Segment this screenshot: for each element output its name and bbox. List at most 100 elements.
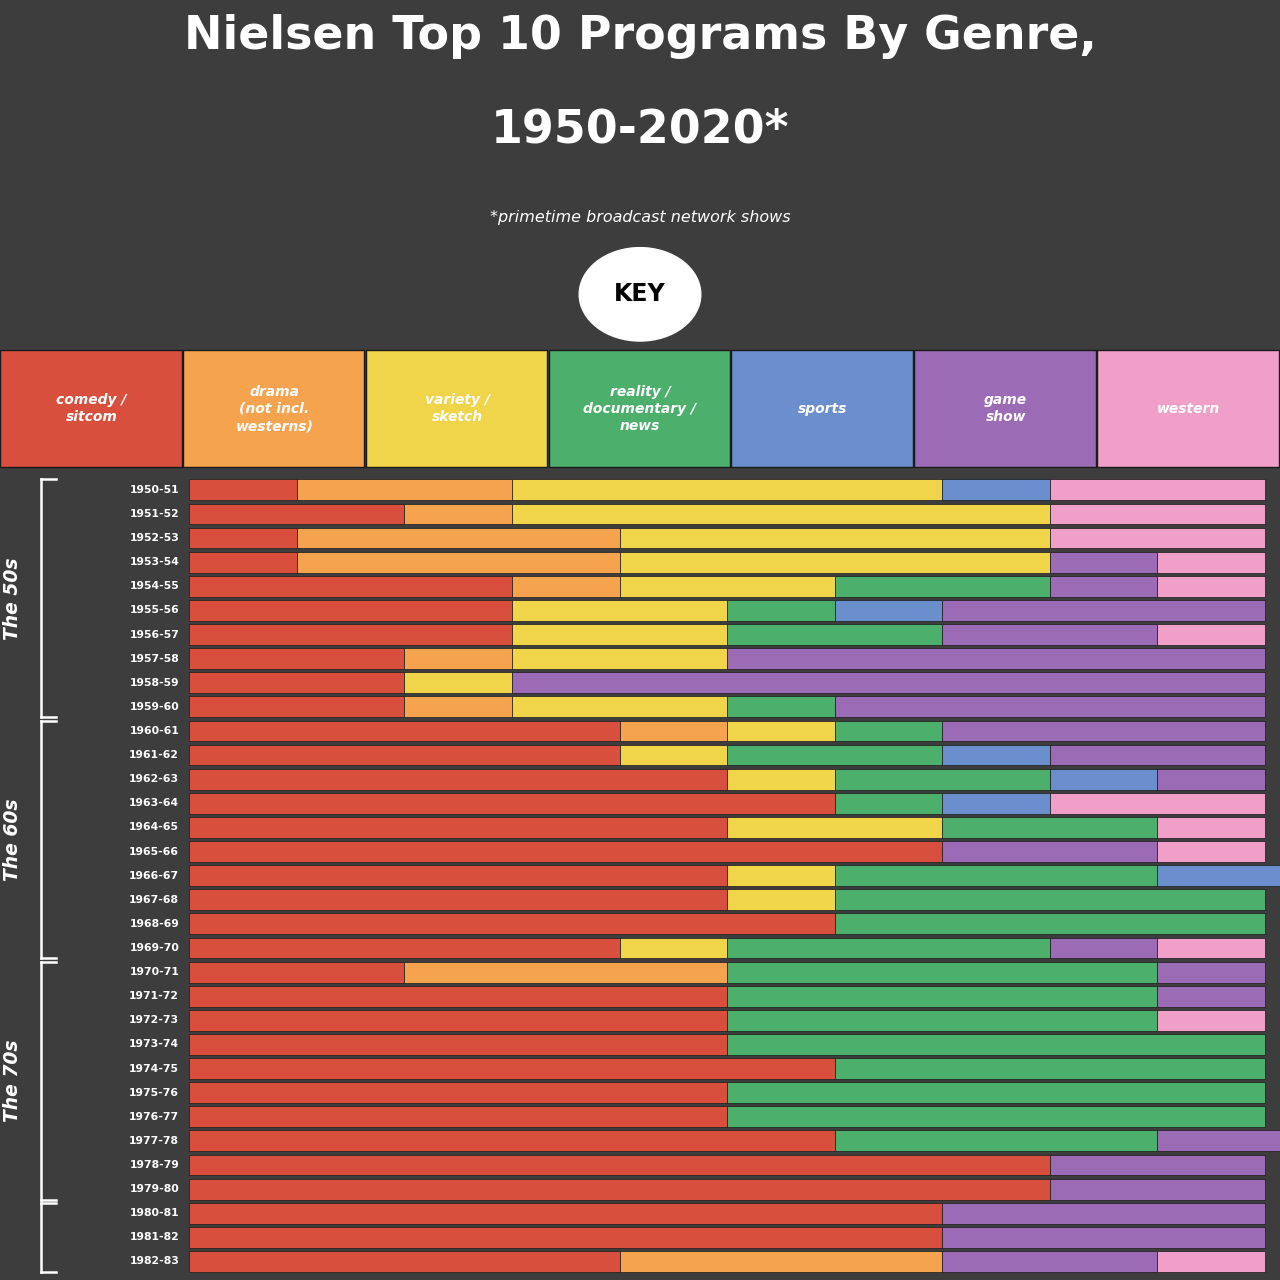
FancyBboxPatch shape xyxy=(1050,527,1265,548)
Text: 1959-60: 1959-60 xyxy=(129,701,179,712)
FancyBboxPatch shape xyxy=(512,672,1265,694)
Text: 1967-68: 1967-68 xyxy=(129,895,179,905)
FancyBboxPatch shape xyxy=(727,937,1050,959)
Ellipse shape xyxy=(580,247,701,340)
FancyBboxPatch shape xyxy=(189,576,512,596)
FancyBboxPatch shape xyxy=(189,1010,727,1030)
Text: comedy /
sitcom: comedy / sitcom xyxy=(56,393,127,425)
FancyBboxPatch shape xyxy=(731,351,913,467)
FancyBboxPatch shape xyxy=(727,986,1157,1006)
Text: 1957-58: 1957-58 xyxy=(129,654,179,663)
FancyBboxPatch shape xyxy=(1157,1010,1265,1030)
FancyBboxPatch shape xyxy=(727,1034,1265,1055)
FancyBboxPatch shape xyxy=(942,1203,1265,1224)
FancyBboxPatch shape xyxy=(727,769,835,790)
FancyBboxPatch shape xyxy=(297,480,512,500)
FancyBboxPatch shape xyxy=(189,625,512,645)
FancyBboxPatch shape xyxy=(727,865,835,886)
FancyBboxPatch shape xyxy=(189,961,404,983)
FancyBboxPatch shape xyxy=(512,503,1050,525)
FancyBboxPatch shape xyxy=(1157,937,1265,959)
FancyBboxPatch shape xyxy=(189,1203,942,1224)
FancyBboxPatch shape xyxy=(727,1106,1265,1128)
FancyBboxPatch shape xyxy=(942,1251,1157,1272)
Text: The 70s: The 70s xyxy=(4,1039,22,1121)
FancyBboxPatch shape xyxy=(404,961,727,983)
Text: 1955-56: 1955-56 xyxy=(129,605,179,616)
Text: 1968-69: 1968-69 xyxy=(129,919,179,929)
Text: 1965-66: 1965-66 xyxy=(129,846,179,856)
FancyBboxPatch shape xyxy=(1050,792,1265,814)
FancyBboxPatch shape xyxy=(512,600,727,621)
FancyBboxPatch shape xyxy=(1157,1251,1265,1272)
Text: 1962-63: 1962-63 xyxy=(129,774,179,785)
FancyBboxPatch shape xyxy=(727,961,1157,983)
FancyBboxPatch shape xyxy=(404,503,512,525)
FancyBboxPatch shape xyxy=(914,351,1096,467)
FancyBboxPatch shape xyxy=(189,1082,727,1103)
FancyBboxPatch shape xyxy=(620,576,835,596)
FancyBboxPatch shape xyxy=(1157,769,1265,790)
FancyBboxPatch shape xyxy=(727,1010,1157,1030)
FancyBboxPatch shape xyxy=(189,648,404,669)
FancyBboxPatch shape xyxy=(942,1228,1265,1248)
FancyBboxPatch shape xyxy=(1050,1155,1265,1175)
FancyBboxPatch shape xyxy=(404,696,512,717)
FancyBboxPatch shape xyxy=(1157,625,1265,645)
FancyBboxPatch shape xyxy=(189,600,512,621)
FancyBboxPatch shape xyxy=(297,527,620,548)
FancyBboxPatch shape xyxy=(404,672,512,694)
FancyBboxPatch shape xyxy=(835,914,1265,934)
Text: 1960-61: 1960-61 xyxy=(129,726,179,736)
Text: 1973-74: 1973-74 xyxy=(129,1039,179,1050)
Text: The 50s: The 50s xyxy=(4,557,22,640)
FancyBboxPatch shape xyxy=(835,600,942,621)
FancyBboxPatch shape xyxy=(189,527,297,548)
FancyBboxPatch shape xyxy=(942,600,1265,621)
FancyBboxPatch shape xyxy=(1157,986,1265,1006)
FancyBboxPatch shape xyxy=(620,552,1050,572)
FancyBboxPatch shape xyxy=(189,745,620,765)
FancyBboxPatch shape xyxy=(727,696,835,717)
FancyBboxPatch shape xyxy=(1097,351,1279,467)
FancyBboxPatch shape xyxy=(1050,937,1157,959)
FancyBboxPatch shape xyxy=(942,841,1157,861)
Text: 1974-75: 1974-75 xyxy=(129,1064,179,1074)
FancyBboxPatch shape xyxy=(727,745,942,765)
FancyBboxPatch shape xyxy=(835,865,1157,886)
Text: 1972-73: 1972-73 xyxy=(129,1015,179,1025)
FancyBboxPatch shape xyxy=(189,672,404,694)
FancyBboxPatch shape xyxy=(189,841,942,861)
FancyBboxPatch shape xyxy=(1157,552,1265,572)
Text: 1956-57: 1956-57 xyxy=(129,630,179,640)
FancyBboxPatch shape xyxy=(727,817,942,838)
Text: 1981-82: 1981-82 xyxy=(129,1233,179,1243)
FancyBboxPatch shape xyxy=(189,480,297,500)
Text: game
show: game show xyxy=(984,393,1028,425)
FancyBboxPatch shape xyxy=(1157,576,1265,596)
FancyBboxPatch shape xyxy=(189,890,727,910)
FancyBboxPatch shape xyxy=(189,1179,1050,1199)
Text: 1953-54: 1953-54 xyxy=(129,557,179,567)
FancyBboxPatch shape xyxy=(942,792,1050,814)
Text: 1952-53: 1952-53 xyxy=(129,532,179,543)
FancyBboxPatch shape xyxy=(366,351,548,467)
FancyBboxPatch shape xyxy=(189,865,727,886)
FancyBboxPatch shape xyxy=(189,1251,620,1272)
FancyBboxPatch shape xyxy=(942,480,1050,500)
FancyBboxPatch shape xyxy=(835,576,1050,596)
FancyBboxPatch shape xyxy=(727,600,835,621)
Text: 1950-2020*: 1950-2020* xyxy=(490,108,790,152)
FancyBboxPatch shape xyxy=(1157,961,1265,983)
FancyBboxPatch shape xyxy=(404,648,512,669)
FancyBboxPatch shape xyxy=(1050,576,1157,596)
FancyBboxPatch shape xyxy=(189,1155,1050,1175)
FancyBboxPatch shape xyxy=(1157,1130,1280,1151)
Text: 1977-78: 1977-78 xyxy=(129,1135,179,1146)
FancyBboxPatch shape xyxy=(189,1059,835,1079)
Text: 1951-52: 1951-52 xyxy=(129,509,179,518)
Text: *primetime broadcast network shows: *primetime broadcast network shows xyxy=(490,210,790,225)
Text: western: western xyxy=(1157,402,1220,416)
FancyBboxPatch shape xyxy=(1157,865,1280,886)
FancyBboxPatch shape xyxy=(942,745,1050,765)
